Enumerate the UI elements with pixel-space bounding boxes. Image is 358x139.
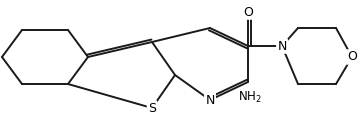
Text: N: N	[205, 94, 215, 106]
Text: S: S	[148, 101, 156, 115]
Text: O: O	[243, 6, 253, 18]
Text: O: O	[347, 50, 357, 64]
Text: NH$_2$: NH$_2$	[238, 90, 262, 105]
Text: N: N	[277, 39, 287, 53]
